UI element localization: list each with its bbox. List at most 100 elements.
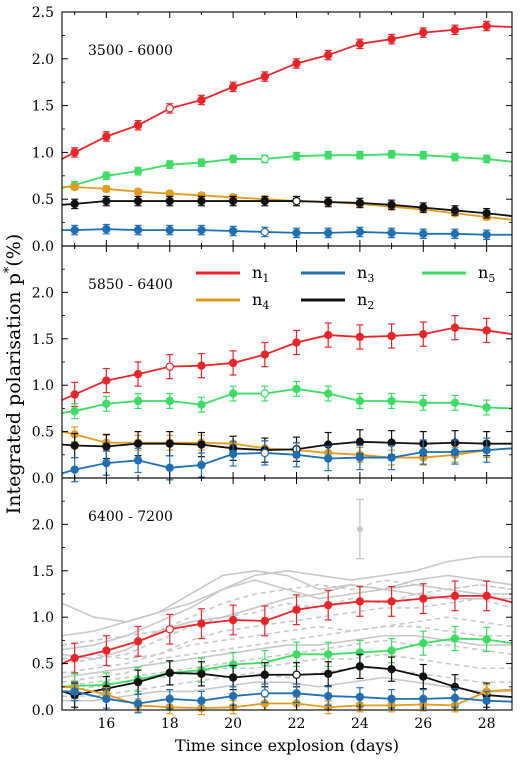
background-curve-4 xyxy=(61,583,512,660)
data-point-n2 xyxy=(355,198,365,208)
series-line-n1 xyxy=(61,326,513,401)
series-n2 xyxy=(61,429,512,463)
data-point-n3 xyxy=(70,687,79,696)
data-point-n2 xyxy=(419,203,428,212)
data-point-n5 xyxy=(450,152,460,162)
data-point-n3 xyxy=(355,692,365,702)
data-point-n1 xyxy=(355,39,365,49)
data-point-n3 xyxy=(70,225,79,235)
data-point-n1 xyxy=(260,72,270,81)
data-point-n5 xyxy=(292,650,301,659)
data-point-n3 xyxy=(102,224,111,234)
data-point-n3 xyxy=(102,458,111,468)
data-point-n5 xyxy=(292,384,301,394)
legend-label: n4 xyxy=(252,290,269,312)
background-curve-9 xyxy=(61,625,512,683)
series-n4 xyxy=(61,426,513,466)
data-point-n3 xyxy=(419,694,428,704)
data-point-n1 xyxy=(70,390,79,399)
data-point-n3 xyxy=(387,228,396,238)
data-point-n1 xyxy=(292,605,301,614)
data-point-n3 xyxy=(228,691,238,701)
panel-title: 3500 - 6000 xyxy=(88,43,173,59)
series-line-n2 xyxy=(61,440,512,452)
series-n1 xyxy=(61,315,513,408)
data-point-n2 xyxy=(228,196,238,206)
background-curve-2 xyxy=(61,569,513,637)
data-point-n3 xyxy=(355,453,365,462)
data-point-n1 xyxy=(355,597,365,606)
data-point-n5 xyxy=(323,389,333,398)
data-point-n5 xyxy=(419,638,428,648)
data-point-n3 xyxy=(260,689,270,698)
data-point-n1 xyxy=(450,591,460,601)
data-point-n1 xyxy=(419,594,428,603)
background-curve-12 xyxy=(62,667,512,697)
series-line-n1 xyxy=(61,594,513,665)
data-point-n2 xyxy=(133,196,143,206)
data-point-n1 xyxy=(355,332,365,342)
data-point-n2 xyxy=(165,668,174,678)
data-point-n2 xyxy=(165,439,174,448)
data-point-n3 xyxy=(70,465,79,474)
panel-2: 0.0 0.5 1.0 1.5 2.0 5850 - 6400 xyxy=(32,245,513,487)
y-axis-label: Integrated polarisation p*(%) xyxy=(2,234,25,515)
series-n3 xyxy=(61,437,513,483)
data-point-n2 xyxy=(133,677,143,687)
background-curve-8 xyxy=(61,616,513,660)
data-point-n2 xyxy=(387,200,396,210)
data-point-n2 xyxy=(419,672,428,681)
data-point-n1 xyxy=(260,616,270,626)
data-point-n5 xyxy=(70,406,79,416)
data-point-n1 xyxy=(323,600,333,610)
data-point-n3 xyxy=(419,229,428,239)
data-point-n1 xyxy=(292,338,301,347)
series-n3 xyxy=(62,681,513,714)
y-tick-label: 1.5 xyxy=(32,332,54,348)
data-point-n5 xyxy=(165,396,174,406)
data-point-n3 xyxy=(387,694,396,704)
data-point-n5 xyxy=(419,151,428,160)
data-point-n5 xyxy=(482,154,491,164)
y-tick-label: 0.5 xyxy=(32,657,54,673)
data-point-n3 xyxy=(197,460,206,470)
data-point-n5 xyxy=(102,171,111,180)
data-point-n3 xyxy=(165,463,174,472)
background-curve-6 xyxy=(61,583,513,665)
data-point-n1 xyxy=(133,121,143,130)
legend-label: n3 xyxy=(357,263,374,285)
data-point-n1 xyxy=(228,358,238,368)
data-point-n1 xyxy=(387,597,396,606)
data-point-n3 xyxy=(133,225,143,235)
data-point-n5 xyxy=(133,396,143,406)
series-n5 xyxy=(61,625,513,699)
series-n3 xyxy=(62,223,512,241)
y-tick-label: 2.0 xyxy=(32,52,54,68)
background-curve-7 xyxy=(61,597,513,674)
data-point-n5 xyxy=(355,396,365,406)
y-tick-label: 2.0 xyxy=(32,517,54,533)
legend-item-n2: n2 xyxy=(301,290,374,312)
data-point-n2 xyxy=(355,662,365,671)
y-tick-label: 1.0 xyxy=(32,145,54,161)
series-line-n3 xyxy=(61,447,513,475)
data-point-n1 xyxy=(102,376,111,385)
data-point-n4 xyxy=(102,184,111,194)
data-point-n1 xyxy=(419,329,428,339)
data-point-n5 xyxy=(228,389,238,398)
series-n5 xyxy=(61,380,513,420)
y-tick-label: 0.5 xyxy=(32,425,54,441)
data-point-n2 xyxy=(70,199,79,209)
data-point-n1 xyxy=(450,25,460,34)
data-point-n1 xyxy=(450,323,460,332)
background-curve-13 xyxy=(61,634,512,679)
panels: 0.0 0.5 1.0 1.5 2.0 2.5 3500 - 6000 0.0 0.5 1.0 1.… xyxy=(32,5,513,732)
series-line-n1 xyxy=(61,25,513,160)
data-point-n5 xyxy=(292,151,301,161)
data-point-n2 xyxy=(70,441,79,450)
y-axis-label-main: Integrated polarisation p xyxy=(3,273,25,514)
data-point-n1 xyxy=(323,50,333,60)
data-point-n2 xyxy=(450,206,460,215)
data-point-n1 xyxy=(387,331,396,341)
data-point-n3 xyxy=(197,225,206,235)
